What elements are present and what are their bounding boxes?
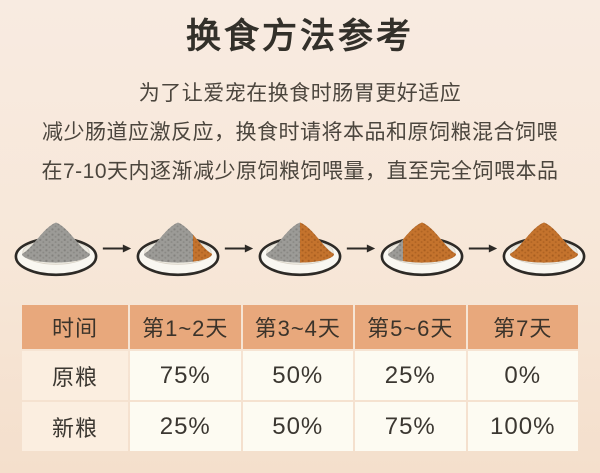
table-cell: 25%	[130, 402, 241, 451]
table-cell: 100%	[467, 402, 578, 451]
table-cell: 75%	[355, 402, 466, 451]
food-bowl-diagram	[0, 206, 600, 286]
intro-text: 为了让爱宠在换食时肠胃更好适应 减少肠道应激反应，换食时请将本品和原饲粮混合饲喂…	[0, 74, 600, 191]
intro-line: 在7-10天内逐渐减少原饲粮饲喂量，直至完全饲喂本品	[41, 160, 559, 183]
table-header-cell: 第1~2天	[130, 305, 241, 349]
intro-line: 减少肠道应激反应，换食时请将本品和原饲粮混合饲喂	[42, 121, 558, 144]
arrow-right-icon	[224, 243, 254, 254]
bowl-icon	[130, 212, 226, 280]
table-cell: 75%	[130, 351, 241, 400]
table-header-cell: 第3~4天	[242, 305, 353, 349]
bowl-icon	[374, 212, 470, 280]
table-header-cell: 第7天	[467, 305, 578, 349]
table-cell: 0%	[467, 351, 578, 400]
table-cell: 50%	[242, 402, 353, 451]
bowl-icon	[252, 212, 348, 280]
arrow-right-icon	[102, 243, 132, 254]
table-row-label: 原粮	[22, 351, 128, 400]
table-cell: 50%	[242, 351, 353, 400]
arrow-right-icon	[346, 243, 376, 254]
page-title: 换食方法参考	[185, 17, 414, 56]
intro-line: 为了让爱宠在换食时肠胃更好适应	[138, 82, 462, 105]
table-cell: 25%	[355, 351, 466, 400]
bowl-icon	[8, 212, 104, 280]
table-header-cell: 时间	[22, 305, 128, 349]
table-row-label: 新粮	[22, 402, 128, 451]
arrow-right-icon	[468, 243, 498, 254]
transition-table: 时间 第1~2天 第3~4天 第5~6天 第7天 原粮 75% 50% 25% …	[22, 305, 578, 451]
bowl-icon	[496, 212, 592, 280]
table-header-cell: 第5~6天	[355, 305, 466, 349]
